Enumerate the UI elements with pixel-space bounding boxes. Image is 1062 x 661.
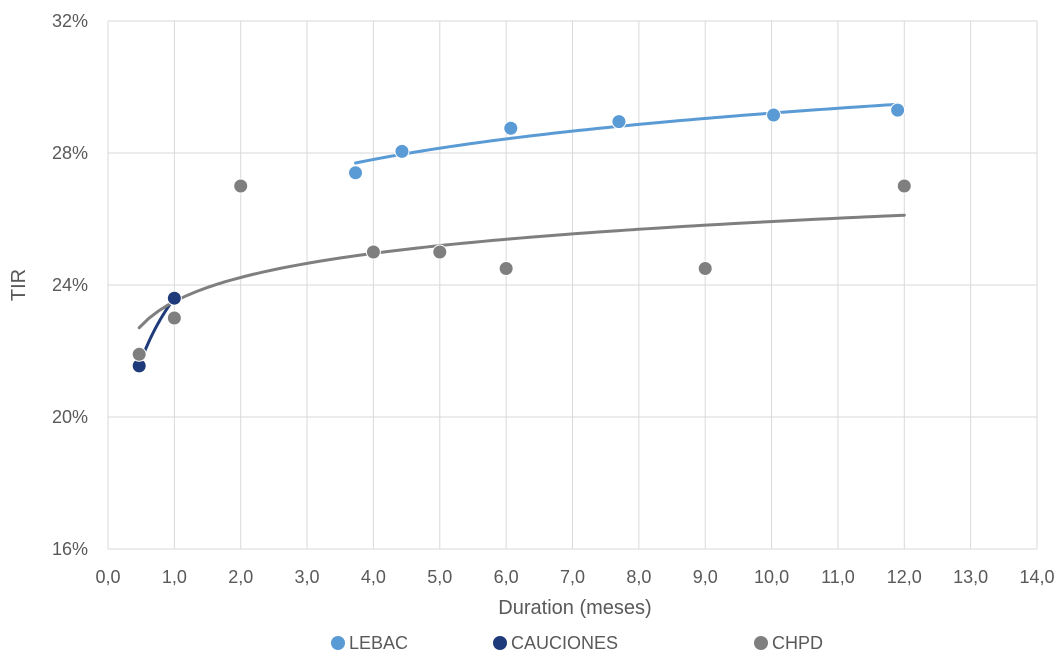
point-chpd [432,244,448,260]
point-lebac [611,114,627,130]
y-tick-label: 20% [52,407,88,427]
x-axis-ticks: 0,0 1,0 2,0 3,0 4,0 5,0 6,0 7,0 8,0 9,0 10,0 11,0 12… [95,567,1054,587]
x-tick-label: 5,0 [427,567,452,587]
point-lebac [394,143,410,159]
point-chpd [498,261,514,276]
x-tick-label: 0,0 [95,567,120,587]
point-lebac [348,165,364,181]
x-tick-label: 14,0 [1019,567,1054,587]
trendlines [137,102,906,368]
x-tick-label: 13,0 [953,567,988,587]
legend-marker-lebac [331,636,345,650]
x-tick-label: 3,0 [295,567,320,587]
trendline-chpd [137,213,906,330]
legend-label-lebac: LEBAC [349,633,408,653]
point-chpd [233,178,249,194]
x-tick-label: 12,0 [887,567,922,587]
point-chpd [697,261,713,276]
point-lebac [766,107,782,123]
legend-label-chpd: CHPD [772,633,823,653]
y-axis-title: TIR [8,269,30,301]
grid-lines [107,20,1038,550]
legend-marker-cauciones [493,636,507,650]
y-tick-label: 32% [52,11,88,31]
data-points [131,102,912,374]
x-tick-label: 7,0 [560,567,585,587]
x-tick-label: 9,0 [693,567,718,587]
x-tick-label: 1,0 [162,567,187,587]
legend-marker-chpd [754,636,768,650]
point-lebac [890,102,906,118]
y-tick-label: 24% [52,275,88,295]
point-chpd [131,346,147,362]
point-cauciones [166,290,182,306]
trendline-lebac [354,102,900,165]
legend-label-cauciones: CAUCIONES [511,633,618,653]
point-chpd [896,178,912,194]
y-axis-ticks: 16% 20% 24% 28% 32% [52,11,88,559]
x-tick-label: 6,0 [494,567,519,587]
y-tick-label: 28% [52,143,88,163]
x-tick-label: 8,0 [626,567,651,587]
legend: LEBAC CAUCIONES CHPD [331,633,823,653]
x-tick-label: 4,0 [361,567,386,587]
x-tick-label: 10,0 [754,567,789,587]
x-axis-title: Duration (meses) [498,597,651,619]
point-lebac [503,120,519,136]
y-tick-label: 16% [52,539,88,559]
point-chpd [166,310,182,326]
point-chpd [365,244,381,260]
x-tick-label: 11,0 [821,567,855,587]
x-tick-label: 2,0 [228,567,253,587]
